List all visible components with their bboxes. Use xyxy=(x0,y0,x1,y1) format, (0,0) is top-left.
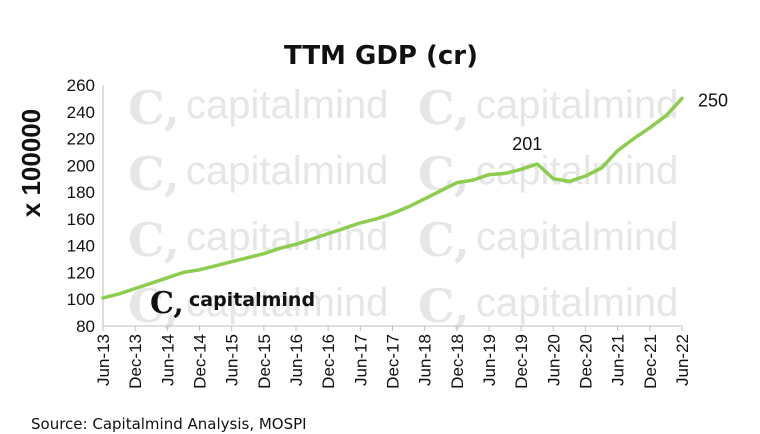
capitalmind-logo: C, capitalmind xyxy=(150,286,315,321)
data-labels: 201 250 xyxy=(512,90,728,154)
source-note: Source: Capitalmind Analysis, MOSPI xyxy=(31,415,307,433)
data-label: 201 xyxy=(512,134,542,154)
watermark-text: capitalmind xyxy=(186,281,388,325)
x-tick-label: Jun-16 xyxy=(287,334,306,386)
y-tick-label: 240 xyxy=(67,103,95,122)
logo-text: capitalmind xyxy=(189,289,315,311)
watermark-tile: C, capitalmind xyxy=(128,147,388,201)
x-tick-label: Jun-22 xyxy=(673,334,692,386)
watermark-text: capitalmind xyxy=(476,149,678,193)
watermark-mark: C, xyxy=(128,147,180,201)
x-tick-label: Dec-21 xyxy=(641,334,660,389)
watermark-mark: C, xyxy=(418,213,470,267)
watermark-tile: C, capitalmind xyxy=(418,81,678,135)
watermark-text: capitalmind xyxy=(476,215,678,259)
y-tick-label: 180 xyxy=(67,183,95,202)
y-axis: 80 100 120 140 160 180 200 220 240 260 xyxy=(67,76,95,336)
y-tick-label: 80 xyxy=(76,317,95,336)
y-tick-label: 140 xyxy=(67,237,95,256)
y-tick-label: 160 xyxy=(67,210,95,229)
watermark-mark: C, xyxy=(418,147,470,201)
x-tick-label: Jun-14 xyxy=(158,334,177,386)
x-tick-label: Dec-15 xyxy=(255,334,274,389)
watermark-text: capitalmind xyxy=(476,83,678,127)
data-label: 250 xyxy=(698,90,728,110)
y-tick-label: 260 xyxy=(67,76,95,95)
watermark-mark: C, xyxy=(418,81,470,135)
y-tick-label: 220 xyxy=(67,130,95,149)
watermark-tile: C, capitalmind xyxy=(128,279,388,333)
watermark-mark: C, xyxy=(418,279,470,333)
y-tick-label: 200 xyxy=(67,156,95,175)
y-tick-label: 100 xyxy=(67,290,95,309)
y-axis-label: x 100000 xyxy=(16,109,46,217)
logo-mark: C, xyxy=(150,286,184,321)
x-tick-label: Jun-17 xyxy=(351,334,370,386)
x-axis: Jun-13 Dec-13 Jun-14 Dec-14 Jun-15 Dec-15 Jun-… xyxy=(94,326,692,389)
x-tick-label: Dec-19 xyxy=(512,334,531,389)
watermark-text: capitalmind xyxy=(186,215,388,259)
x-tick-label: Dec-14 xyxy=(191,334,210,389)
x-tick-label: Jun-19 xyxy=(480,334,499,386)
x-tick-label: Jun-21 xyxy=(609,334,628,386)
x-tick-label: Dec-18 xyxy=(448,334,467,389)
x-tick-label: Dec-20 xyxy=(577,334,596,389)
series-line xyxy=(101,96,684,300)
x-tick-label: Dec-13 xyxy=(126,334,145,389)
x-tick-label: Dec-17 xyxy=(384,334,403,389)
x-tick-label: Dec-16 xyxy=(319,334,338,389)
x-tick-label: Jun-13 xyxy=(94,334,113,386)
chart-title: TTM GDP (cr) xyxy=(284,41,478,71)
watermark-tile: C, capitalmind xyxy=(418,279,678,333)
watermark-tile: C, capitalmind xyxy=(418,213,678,267)
watermark-mark: C, xyxy=(128,213,180,267)
watermark-tile: C, capitalmind xyxy=(128,213,388,267)
watermark-text: capitalmind xyxy=(186,149,388,193)
watermark-text: capitalmind xyxy=(476,281,678,325)
watermark-mark: C, xyxy=(128,81,180,135)
watermark-tile: C, capitalmind xyxy=(128,81,388,135)
y-tick-label: 120 xyxy=(67,263,95,282)
x-tick-label: Jun-18 xyxy=(416,334,435,386)
series xyxy=(101,96,684,300)
x-tick-label: Jun-20 xyxy=(544,334,563,386)
watermark-text: capitalmind xyxy=(186,83,388,127)
x-tick-label: Jun-15 xyxy=(223,334,242,386)
